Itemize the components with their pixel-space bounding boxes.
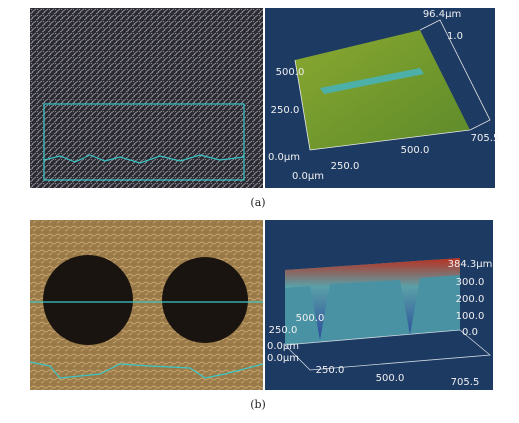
axis-lines [284, 329, 492, 371]
axis-label: 384.3μm [448, 259, 493, 270]
axis-label: 1.0 [447, 31, 463, 42]
profile-trace [29, 361, 264, 379]
axis-label: 500.0 [401, 145, 430, 156]
axis-label: 250.0 [271, 105, 300, 116]
axis-label: 0.0 [462, 327, 478, 338]
axis-label: 250.0 [316, 365, 345, 376]
pit [43, 255, 133, 345]
scan-region [43, 103, 245, 181]
axis-label: 500.0 [296, 313, 325, 324]
groove [320, 68, 424, 94]
axis-label: 705.5 [471, 133, 500, 144]
axis-label: 100.0 [456, 311, 485, 322]
micrograph [30, 8, 263, 188]
axis-label: 705.5 [451, 377, 480, 388]
axis-label: 200.0 [456, 294, 485, 305]
axis-label: 96.4μm [423, 9, 461, 20]
axis-lines [294, 19, 491, 151]
surface [285, 258, 460, 340]
axis-label: 250.0 [331, 161, 360, 172]
pit [162, 257, 248, 343]
axis-label: 500.0 [376, 373, 405, 384]
axis-label: 500.0 [276, 67, 305, 78]
axis-label: 250.0 [269, 325, 298, 336]
axis-label: 0.0μm [267, 353, 299, 364]
caption: (a) [250, 196, 265, 209]
axis-label: 300.0 [456, 277, 485, 288]
axis-label: 0.0μm [267, 341, 299, 352]
axis-label: 0.0μm [268, 152, 300, 163]
caption: (b) [250, 398, 266, 411]
axis-label: 0.0μm [292, 171, 324, 182]
surface [295, 30, 470, 150]
profile-trace [43, 154, 245, 164]
